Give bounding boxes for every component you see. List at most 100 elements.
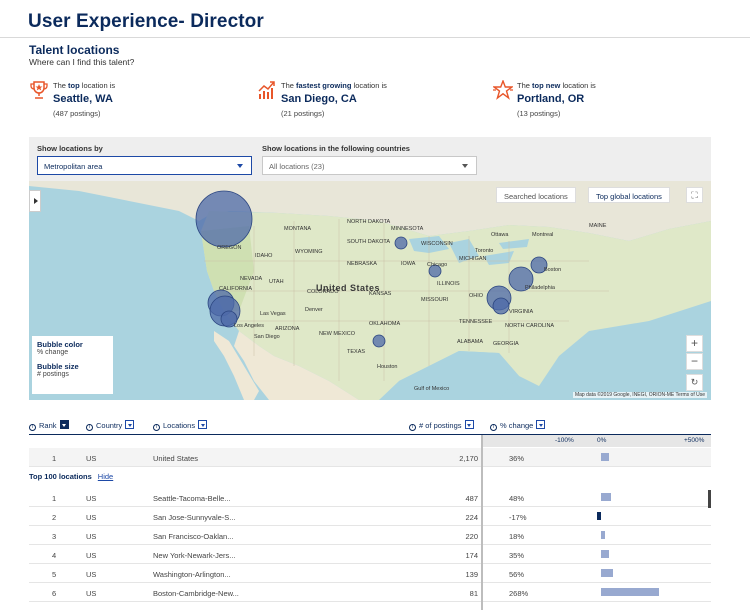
- column-locations[interactable]: i Locations: [153, 420, 208, 435]
- state-label: VIRGINIA: [509, 309, 534, 315]
- city-label: Los Angeles: [234, 323, 264, 329]
- column-country[interactable]: i Country: [86, 420, 135, 435]
- pct-bar: [601, 588, 660, 596]
- cell-pct: 35%: [509, 551, 525, 560]
- state-label: MAINE: [589, 223, 607, 229]
- locations-map[interactable]: Searched locations Top global locations …: [29, 181, 711, 400]
- info-icon: i: [490, 424, 497, 431]
- table-row[interactable]: 6 US Boston-Cambridge-New... 81 268%: [29, 583, 711, 602]
- top100-label: Top 100 locations Hide: [29, 472, 114, 481]
- state-label: IOWA: [401, 261, 416, 267]
- city-label: Boston: [544, 267, 562, 273]
- state-label: NEBRASKA: [347, 261, 377, 267]
- column-postings[interactable]: i # of postings: [409, 420, 474, 435]
- state-label: UTAH: [269, 279, 284, 285]
- cell-rank: 5: [52, 570, 57, 579]
- state-label: OKLAHOMA: [369, 321, 401, 327]
- sort-icon: [198, 420, 208, 429]
- stat-value: Seattle, WA: [53, 93, 113, 105]
- city-label: Chicago: [427, 262, 448, 268]
- zoom-out-button[interactable]: −: [686, 353, 703, 370]
- cell-country: US: [86, 494, 97, 503]
- cell-country: US: [86, 532, 97, 541]
- cell-rank: 1: [52, 494, 57, 503]
- info-icon: i: [153, 424, 160, 431]
- table-scrollbar[interactable]: [708, 490, 711, 508]
- section-subtitle: Where can I find this talent?: [29, 57, 135, 67]
- cell-postings: 224: [465, 513, 478, 522]
- cell-location: Seattle-Tacoma-Belle...: [153, 494, 231, 503]
- state-label: ALABAMA: [457, 339, 483, 345]
- top-global-locations-toggle[interactable]: Top global locations: [588, 187, 670, 203]
- sort-icon: [464, 420, 474, 429]
- city-label: Toronto: [475, 248, 494, 254]
- sort-icon: [59, 420, 69, 429]
- map-legend: Bubble color % change Bubble size # post…: [32, 336, 113, 394]
- cell-pct: 48%: [509, 494, 525, 503]
- state-label: NEW MEXICO: [319, 331, 356, 337]
- table-row[interactable]: 4 US New York-Newark-Jers... 174 35%: [29, 545, 711, 564]
- state-label: NORTH CAROLINA: [505, 323, 555, 329]
- table-row-total[interactable]: 1 US United States 2,170 36%: [29, 448, 711, 467]
- map-attribution[interactable]: Map data ©2019 Google, INEGI, ORION-ME T…: [572, 392, 707, 398]
- info-icon: i: [409, 424, 416, 431]
- city-label: Montreal: [532, 232, 554, 238]
- table-row[interactable]: 1 US Seattle-Tacoma-Belle... 487 48%: [29, 488, 711, 507]
- state-label: SOUTH DAKOTA: [347, 239, 390, 245]
- cell-rank: 2: [52, 513, 57, 522]
- cell-postings: 81: [469, 589, 478, 598]
- cell-pct: 18%: [509, 532, 525, 541]
- searched-locations-toggle[interactable]: Searched locations: [496, 187, 576, 203]
- country-label: United States: [316, 283, 381, 293]
- cell-pct: -17%: [509, 513, 527, 522]
- table-row[interactable]: 2 US San Jose-Sunnyvale-S... 224 -17%: [29, 507, 711, 526]
- state-label: MICHIGAN: [459, 256, 487, 262]
- sort-icon: [536, 420, 546, 429]
- cell-postings: 487: [465, 494, 478, 503]
- cell-location: Boston-Cambridge-New...: [153, 589, 239, 598]
- column-pct-change[interactable]: i% change: [490, 420, 546, 435]
- state-label: OHIO: [469, 293, 484, 299]
- countries-select[interactable]: All locations (23): [262, 156, 477, 175]
- countries-label: Show locations in the following countrie…: [262, 144, 410, 153]
- show-by-select[interactable]: Metropolitan area: [37, 156, 252, 175]
- cell-country: US: [86, 589, 97, 598]
- cell-rank: 4: [52, 551, 57, 560]
- table-row[interactable]: 3 US San Francisco-Oaklan... 220 18%: [29, 526, 711, 545]
- city-label: Houston: [377, 364, 398, 370]
- hide-link[interactable]: Hide: [97, 472, 114, 481]
- chevron-down-icon: [462, 164, 468, 168]
- header-divider: [29, 434, 711, 435]
- stat-top-location: The top location is Seattle, WA (487 pos…: [29, 78, 249, 126]
- state-label: ILLINOIS: [437, 281, 460, 287]
- show-by-label: Show locations by: [37, 144, 103, 153]
- cell-postings: 174: [465, 551, 478, 560]
- city-label: Ottawa: [491, 232, 509, 238]
- state-label: WYOMING: [295, 249, 323, 255]
- filter-panel: Show locations by Metropolitan area Show…: [29, 137, 711, 181]
- column-rank[interactable]: i Rank: [29, 420, 69, 435]
- growth-chart-icon: [258, 81, 275, 99]
- fullscreen-icon[interactable]: ⛶: [686, 187, 703, 203]
- reset-view-icon[interactable]: ↻: [686, 374, 703, 391]
- pct-bar: [597, 512, 601, 520]
- state-label: ARIZONA: [275, 326, 300, 332]
- pct-bar: [601, 493, 612, 501]
- state-label: OREGON: [217, 245, 242, 251]
- state-label: WISCONSIN: [421, 241, 453, 247]
- state-label: COLORADO: [307, 289, 339, 295]
- table-row[interactable]: 5 US Washington-Arlington... 139 56%: [29, 564, 711, 583]
- stat-count: (13 postings): [517, 109, 561, 118]
- page-header: User Experience- Director: [0, 0, 750, 38]
- cell-location: San Jose-Sunnyvale-S...: [153, 513, 236, 522]
- state-label: NEVADA: [240, 276, 263, 282]
- cell-location: Washington-Arlington...: [153, 570, 231, 579]
- zoom-in-button[interactable]: +: [686, 335, 703, 352]
- info-icon: i: [29, 424, 36, 431]
- cell-postings: 220: [465, 532, 478, 541]
- stat-count: (21 postings): [281, 109, 325, 118]
- cell-country: US: [86, 551, 97, 560]
- state-label: MISSOURI: [421, 297, 449, 303]
- page-title: User Experience- Director: [28, 11, 264, 32]
- map-collapse-button[interactable]: [29, 190, 41, 212]
